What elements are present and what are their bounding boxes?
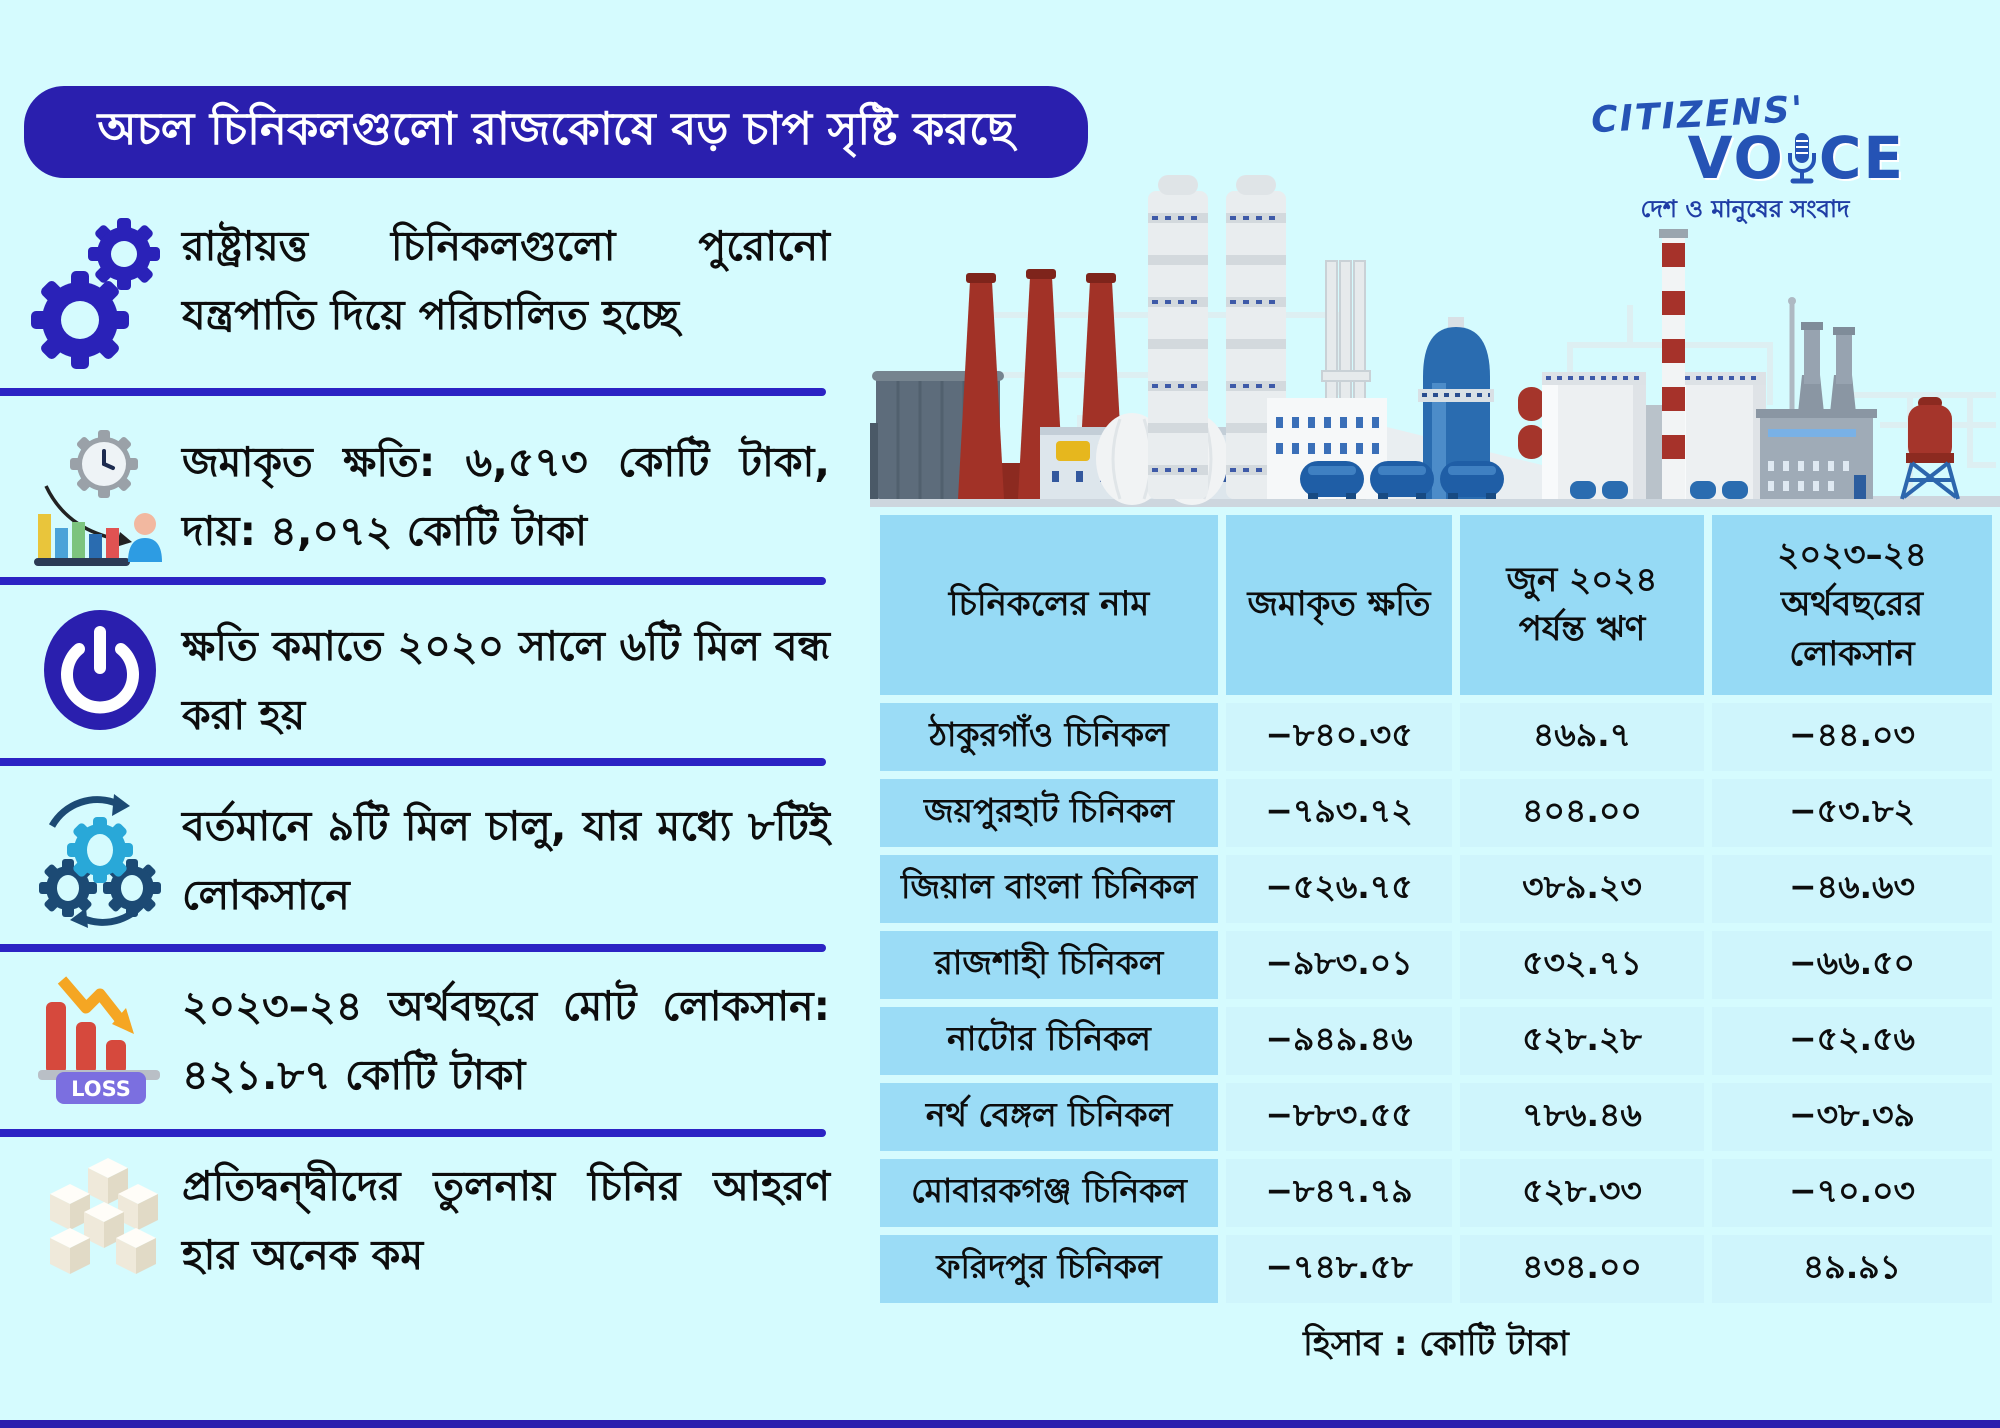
loss-chart-icon: LOSS bbox=[30, 966, 170, 1106]
value-cell: ৪৬৯.৭ bbox=[1460, 703, 1704, 771]
value-cell: −৪৪.০৩ bbox=[1712, 703, 1992, 771]
bullet-text-1: রাষ্ট্রায়ত্ত চিনিকলগুলো পুরোনো যন্ত্রপা… bbox=[182, 222, 830, 339]
blue-cylinders-graphic bbox=[1300, 461, 1504, 499]
bullet-text-4: বর্তমানে ৯টি মিল চালু, যার মধ্যে ৮টিই লো… bbox=[182, 802, 830, 919]
mill-name-cell: ফরিদপুর চিনিকল bbox=[880, 1235, 1218, 1303]
value-cell: −৮৪০.৩৫ bbox=[1226, 703, 1452, 771]
running-gears-icon bbox=[26, 788, 174, 933]
value-cell: −৯৪৯.৪৬ bbox=[1226, 1007, 1452, 1075]
gears-icon bbox=[24, 208, 174, 373]
value-cell: ৭৮৬.৪৬ bbox=[1460, 1083, 1704, 1151]
mill-name-cell: জয়পুরহাট চিনিকল bbox=[880, 779, 1218, 847]
water-tower-graphic bbox=[1900, 397, 1960, 500]
mill-name-cell: জিয়াল বাংলা চিনিকল bbox=[880, 855, 1218, 923]
value-cell: ৫২৮.৩৩ bbox=[1460, 1159, 1704, 1227]
logo-word-pre: VO bbox=[1687, 124, 1785, 192]
value-cell: −৫২.৫৬ bbox=[1712, 1007, 1992, 1075]
loss-tag-label: LOSS bbox=[71, 1077, 131, 1101]
value-cell: −৮৮৩.৫৫ bbox=[1226, 1083, 1452, 1151]
value-cell: ৩৮৯.২৩ bbox=[1460, 855, 1704, 923]
mill-name-cell: নর্থ বেঙ্গল চিনিকল bbox=[880, 1083, 1218, 1151]
powerhouse-building-graphic bbox=[1756, 322, 1877, 499]
table-header-2: জুন ২০২৪ পর্যন্ত ঋণ bbox=[1460, 515, 1704, 695]
value-cell: −৭০.০৩ bbox=[1712, 1159, 1992, 1227]
value-cell: −৩৮.৩৯ bbox=[1712, 1083, 1992, 1151]
value-cell: −৫২৬.৭৫ bbox=[1226, 855, 1452, 923]
mill-name-cell: রাজশাহী চিনিকল bbox=[880, 931, 1218, 999]
table-header-0: চিনিকলের নাম bbox=[880, 515, 1218, 695]
citizens-voice-logo: CITIZENS' VO CE দেশ ও মানুষের সংবাদ bbox=[1585, 89, 1905, 231]
bottom-strip bbox=[0, 1420, 2000, 1428]
factory-ground bbox=[870, 496, 2000, 507]
mills-table: চিনিকলের নাম জমাকৃত ক্ষতি জুন ২০২৪ পর্যন্ত… bbox=[880, 515, 1992, 1303]
bullet-text-6: প্রতিদ্বন্দ্বীদের তুলনায় চিনির আহরণ হার… bbox=[182, 1162, 830, 1279]
mill-name-cell: ঠাকুরগাঁও চিনিকল bbox=[880, 703, 1218, 771]
value-cell: −৭৯৩.৭২ bbox=[1226, 779, 1452, 847]
red-capsules-graphic bbox=[1518, 387, 1545, 459]
value-cell: ৪৩৪.০০ bbox=[1460, 1235, 1704, 1303]
distillation-towers-graphic bbox=[1148, 175, 1286, 499]
table-header-1: জমাকৃত ক্ষতি bbox=[1226, 515, 1452, 695]
value-cell: −৭৪৮.৫৮ bbox=[1226, 1235, 1452, 1303]
logo-word-post: CE bbox=[1818, 124, 1905, 192]
mast-graphic bbox=[1788, 297, 1796, 413]
value-cell: ৫৩২.৭১ bbox=[1460, 931, 1704, 999]
value-cell: ৫২৮.২৮ bbox=[1460, 1007, 1704, 1075]
separator bbox=[0, 758, 826, 766]
separator bbox=[0, 577, 826, 585]
value-cell: −৮৪৭.৭৯ bbox=[1226, 1159, 1452, 1227]
separator bbox=[0, 944, 826, 952]
bullet-text-5: ২০২৩–২৪ অর্থবছরে মোট লোকসান: ৪২১.৮৭ কোটি… bbox=[182, 982, 830, 1099]
microphone-icon bbox=[1787, 133, 1816, 184]
value-cell: −৬৬.৫০ bbox=[1712, 931, 1992, 999]
value-cell: ৪৯.৯১ bbox=[1712, 1235, 1992, 1303]
logo-tagline: দেশ ও মানুষের সংবাদ bbox=[1640, 195, 1850, 223]
unit-note: হিসাব : কোটি টাকা bbox=[1303, 1324, 1569, 1364]
page-title: অচল চিনিকলগুলো রাজকোষে বড় চাপ সৃষ্টি কর… bbox=[24, 86, 1088, 178]
value-cell: −৪৬.৬৩ bbox=[1712, 855, 1992, 923]
value-cell: −৫৩.৮২ bbox=[1712, 779, 1992, 847]
sugar-cubes-graphic bbox=[50, 1158, 158, 1274]
mill-name-cell: নাটোর চিনিকল bbox=[880, 1007, 1218, 1075]
accumulated-loss-icon bbox=[28, 428, 173, 568]
blue-dome-tower-graphic bbox=[1418, 317, 1494, 499]
striped-chimney-graphic bbox=[1659, 229, 1688, 499]
separator bbox=[0, 388, 826, 396]
mill-name-cell: মোবারকগঞ্জ চিনিকল bbox=[880, 1159, 1218, 1227]
value-cell: −৯৮৩.০১ bbox=[1226, 931, 1452, 999]
value-cell: ৪০৪.০০ bbox=[1460, 779, 1704, 847]
bullet-text-3: ক্ষতি কমাতে ২০২০ সালে ৬টি মিল বন্ধ করা হ… bbox=[182, 622, 830, 739]
bullet-text-2: জমাকৃত ক্ষতি: ৬,৫৭৩ কোটি টাকা, দায়: ৪,০… bbox=[182, 438, 830, 555]
separator bbox=[0, 1129, 826, 1137]
sugar-cubes-icon bbox=[36, 1150, 171, 1285]
table-header-3: ২০২৩–২৪ অর্থবছরের লোকসান bbox=[1712, 515, 1992, 695]
power-off-icon bbox=[40, 606, 160, 736]
factory-illustration bbox=[870, 175, 2000, 507]
logo-brand-word: VO CE bbox=[1585, 129, 1905, 187]
white-tanks-graphic bbox=[1542, 372, 1766, 499]
